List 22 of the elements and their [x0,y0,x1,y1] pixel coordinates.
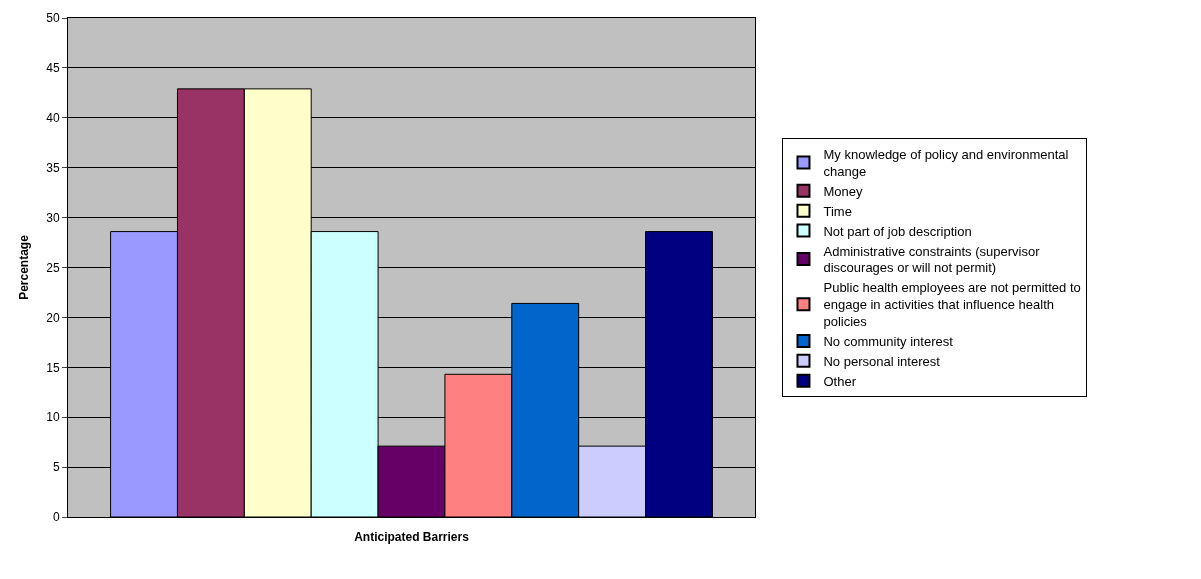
legend-label: Not part of job description [823,223,972,239]
y-axis-title: Percentage [16,234,31,300]
legend-label: Money [823,183,863,199]
y-tick-label: 10 [46,410,60,425]
y-tick-label: 50 [46,11,60,26]
legend-label: Public health employees are not permitted to engage in activities that influence health policies [823,280,1081,330]
y-tick-label: 20 [46,310,60,325]
legend-label: No personal interest [823,353,941,369]
y-tick-label: 25 [46,260,60,275]
legend-label: No community interest [823,334,954,350]
legend-label: Other [823,373,857,389]
y-tick-label: 40 [46,111,60,125]
legend-label: Time [823,203,852,219]
y-tick-label: 45 [46,61,60,76]
x-axis-title: Anticipated Barriers [354,529,470,544]
legend-label: Administrative constraints (supervisor discourages or will not permit) [823,243,1041,276]
legend-label: My knowledge of policy and environmental change [823,147,1069,179]
y-tick-label: 15 [46,360,60,375]
y-tick-label: 35 [46,160,60,175]
y-tick-label: 5 [52,460,60,475]
y-tick-label: 30 [46,210,60,225]
y-tick-label: 0 [52,510,60,525]
